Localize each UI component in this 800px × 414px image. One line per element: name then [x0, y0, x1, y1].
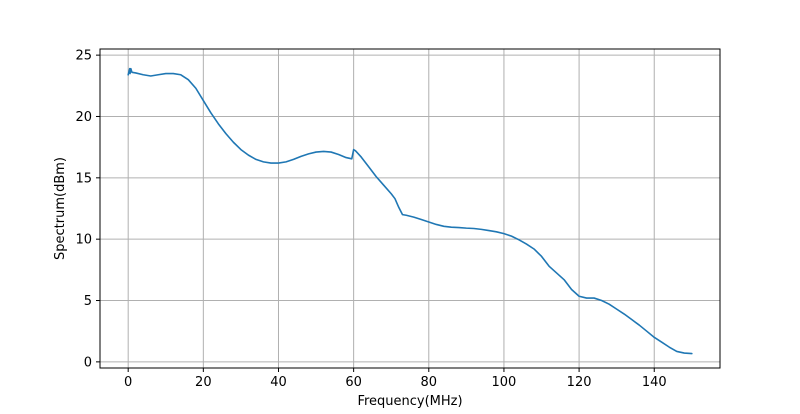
x-tick-label: 40	[270, 375, 287, 390]
series-line	[127, 67, 693, 355]
y-tick-label: 20	[75, 110, 92, 125]
ticks: 0 20 40 60 80 100 120 140 0 5 10 15 20 25	[75, 49, 666, 390]
x-tick-label: 20	[195, 375, 212, 390]
y-tick-label: 0	[84, 355, 92, 370]
x-tick-label: 0	[124, 375, 132, 390]
x-tick-label: 60	[345, 375, 362, 390]
plot-area-frame	[99, 48, 721, 369]
series-layer	[127, 67, 693, 355]
y-tick-label: 5	[84, 294, 92, 309]
grid	[100, 49, 720, 368]
x-tick-label: 100	[492, 375, 517, 390]
x-axis-label: Frequency(MHz)	[357, 394, 462, 409]
x-tick-label: 80	[421, 375, 438, 390]
y-tick-label: 15	[75, 171, 92, 186]
y-axis-label: Spectrum(dBm)	[53, 157, 68, 260]
x-tick-label: 120	[567, 375, 592, 390]
x-tick-label: 140	[642, 375, 667, 390]
y-tick-label: 10	[75, 233, 92, 248]
y-tick-label: 25	[75, 49, 92, 64]
